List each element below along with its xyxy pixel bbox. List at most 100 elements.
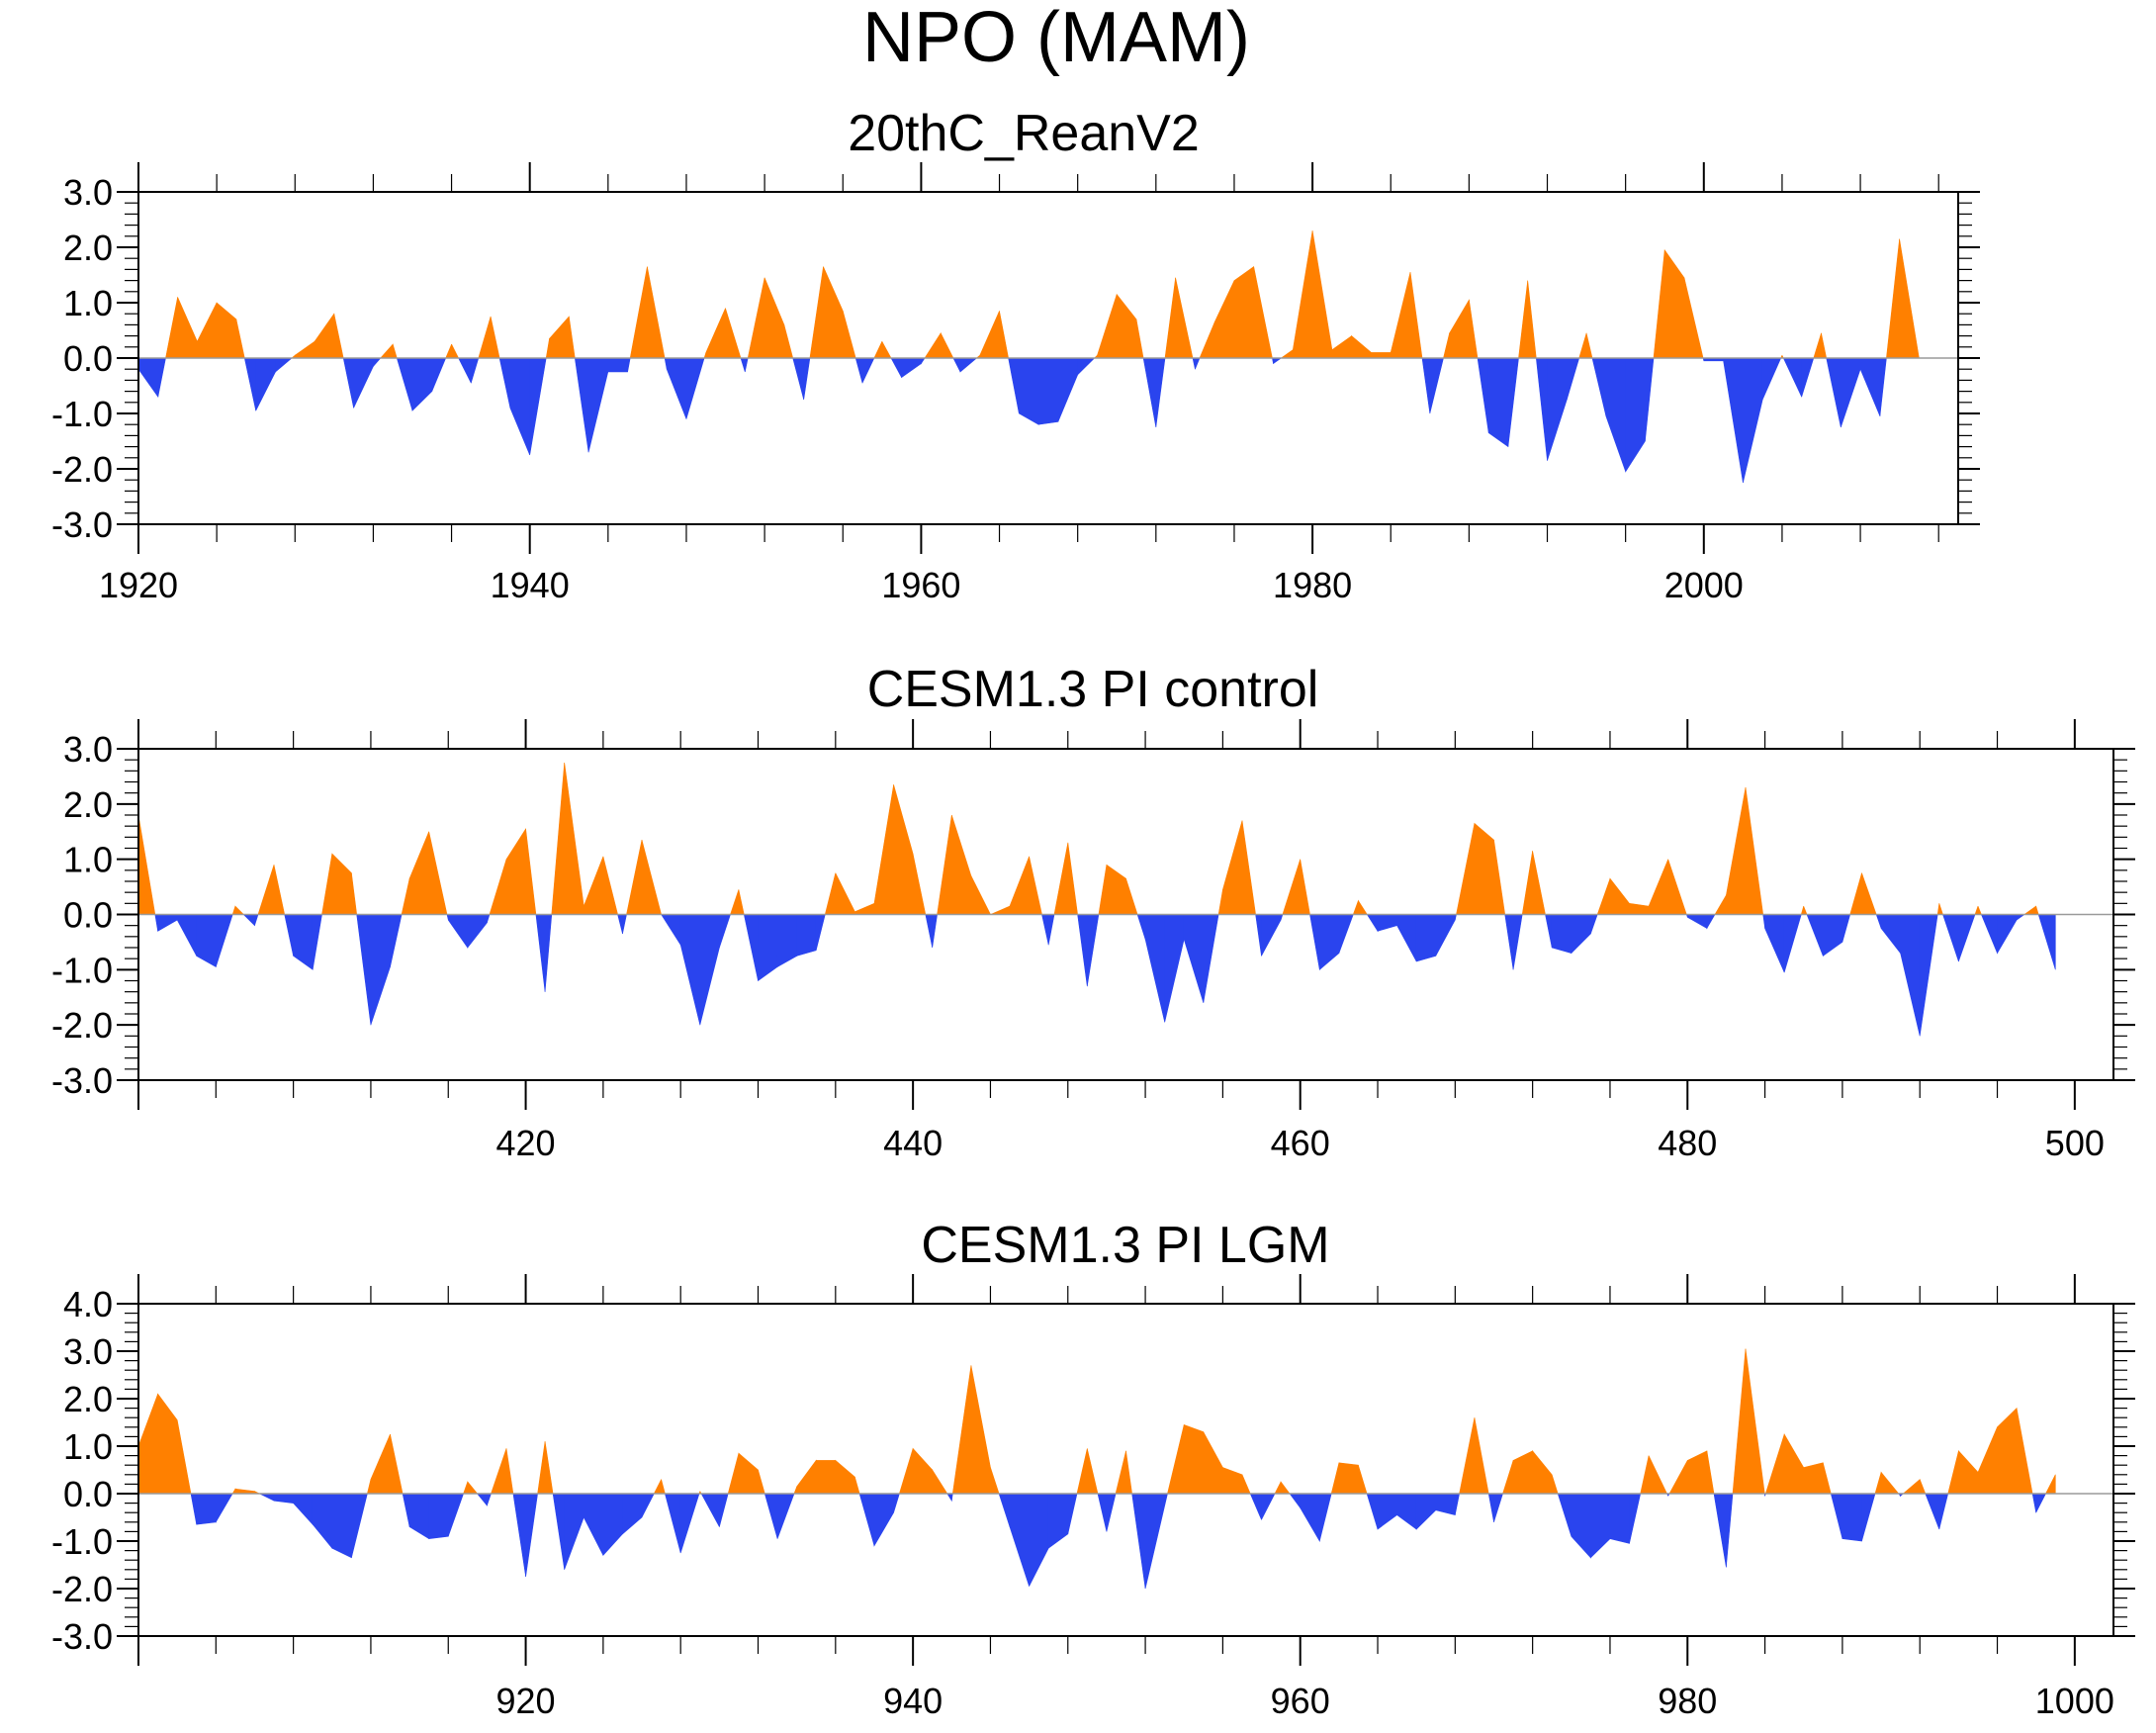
- negative-anomaly-area: [664, 357, 668, 370]
- negative-anomaly-area: [1249, 1493, 1262, 1520]
- negative-anomaly-area: [1545, 914, 1553, 949]
- positive-anomaly-area: [1222, 1467, 1243, 1495]
- negative-anomaly-area: [458, 357, 472, 384]
- positive-anomaly-area: [549, 316, 570, 359]
- negative-anomaly-area: [950, 1493, 953, 1502]
- positive-anomaly-area: [873, 341, 883, 359]
- positive-anomaly-area: [1282, 859, 1301, 915]
- positive-anomaly-area: [1253, 266, 1273, 359]
- negative-anomaly-area: [617, 914, 623, 935]
- negative-anomaly-area: [1879, 357, 1887, 416]
- positive-anomaly-area: [1609, 877, 1630, 915]
- negative-anomaly-area: [1706, 914, 1716, 930]
- positive-anomaly-area: [1532, 1449, 1553, 1495]
- x-tick-label: 1980: [1273, 565, 1352, 605]
- negative-anomaly-area: [1057, 357, 1078, 422]
- positive-anomaly-area: [823, 266, 844, 359]
- positive-anomaly-area: [1997, 1407, 2018, 1495]
- negative-anomaly-area: [1164, 914, 1185, 1023]
- positive-anomaly-area: [1371, 352, 1392, 359]
- y-tick-label: 2.0: [63, 784, 113, 825]
- negative-anomaly-area: [719, 1493, 729, 1527]
- negative-anomaly-area: [1493, 1493, 1503, 1522]
- negative-anomaly-area: [1131, 1493, 1146, 1590]
- positive-anomaly-area: [257, 865, 275, 915]
- positive-anomaly-area: [408, 831, 430, 915]
- positive-anomaly-area: [1213, 280, 1235, 359]
- positive-anomaly-area: [725, 308, 742, 359]
- negative-anomaly-area: [627, 357, 631, 373]
- positive-anomaly-area: [177, 297, 198, 359]
- positive-anomaly-area: [1076, 1448, 1088, 1495]
- negative-anomaly-area: [1183, 914, 1205, 1003]
- positive-anomaly-area: [951, 1365, 972, 1495]
- negative-anomaly-area: [1280, 914, 1284, 921]
- negative-anomaly-area: [1009, 1493, 1030, 1587]
- positive-anomaly-area: [1596, 878, 1611, 915]
- negative-anomaly-area: [1605, 357, 1626, 472]
- positive-anomaly-area: [705, 308, 726, 359]
- negative-anomaly-area: [1823, 914, 1843, 957]
- positive-anomaly-area: [1469, 300, 1479, 359]
- x-tick-label: 460: [1271, 1123, 1330, 1163]
- negative-anomaly-area: [1192, 357, 1196, 370]
- negative-anomaly-area: [901, 357, 922, 379]
- positive-anomaly-area: [932, 1468, 948, 1495]
- positive-anomaly-area: [1222, 820, 1243, 915]
- positive-anomaly-area: [1849, 872, 1862, 915]
- negative-anomaly-area: [1557, 1493, 1572, 1537]
- positive-anomaly-area: [157, 1393, 178, 1495]
- positive-anomaly-area: [1241, 820, 1256, 915]
- negative-anomaly-area: [535, 914, 546, 992]
- positive-anomaly-area: [835, 872, 855, 915]
- x-tick-label: 1940: [491, 565, 570, 605]
- negative-anomaly-area: [583, 1493, 604, 1556]
- positive-anomaly-area: [1687, 1450, 1708, 1495]
- negative-anomaly-area: [1415, 1493, 1437, 1530]
- positive-anomaly-area: [1203, 1431, 1223, 1495]
- y-tick-label: -3.0: [51, 1060, 113, 1101]
- negative-anomaly-area: [641, 1493, 655, 1518]
- panel-cesm-pi-lgm: CESM1.3 PI LGM 4.0 3.0 2.0 1.0 0.0 -1.0 -2.0 -3…: [51, 1217, 2135, 1721]
- positive-anomaly-area: [1800, 906, 1804, 915]
- negative-anomaly-area: [743, 914, 759, 981]
- negative-anomaly-area: [1029, 1493, 1049, 1587]
- positive-anomaly-area: [234, 905, 245, 915]
- negative-anomaly-area: [1687, 914, 1708, 930]
- negative-anomaly-area: [1097, 1493, 1108, 1532]
- negative-anomaly-area: [1609, 1493, 1630, 1544]
- negative-anomaly-area: [1958, 914, 1976, 962]
- positive-anomaly-area: [478, 316, 492, 359]
- negative-anomaly-area: [487, 914, 491, 923]
- positive-anomaly-area: [583, 856, 604, 915]
- positive-anomaly-area: [854, 902, 875, 915]
- negative-anomaly-area: [700, 1493, 720, 1527]
- positive-anomaly-area: [137, 1394, 158, 1495]
- negative-anomaly-area: [1455, 1493, 1460, 1515]
- negative-anomaly-area: [512, 1493, 526, 1578]
- negative-anomaly-area: [254, 914, 259, 926]
- positive-anomaly-area: [1958, 1450, 1979, 1495]
- negative-anomaly-area: [803, 357, 811, 401]
- negative-anomaly-area: [470, 357, 480, 384]
- positive-anomaly-area: [294, 340, 315, 359]
- positive-anomaly-area: [854, 1477, 860, 1495]
- positive-anomaly-area: [1977, 1426, 1998, 1495]
- negative-anomaly-area: [666, 357, 687, 419]
- x-tick-label: 420: [496, 1123, 556, 1163]
- positive-anomaly-area: [351, 872, 358, 915]
- negative-anomaly-area: [602, 1493, 623, 1557]
- negative-anomaly-area: [1900, 914, 1921, 1037]
- positive-anomaly-area: [333, 314, 344, 359]
- positive-anomaly-area: [1233, 266, 1254, 359]
- negative-anomaly-area: [312, 1493, 333, 1550]
- positive-anomaly-area: [491, 1448, 507, 1495]
- negative-anomaly-area: [1830, 1493, 1843, 1539]
- positive-anomaly-area: [1474, 1417, 1489, 1495]
- negative-anomaly-area: [1435, 914, 1456, 957]
- negative-anomaly-area: [679, 1493, 700, 1554]
- positive-anomaly-area: [1714, 893, 1727, 915]
- negative-anomaly-area: [1195, 357, 1201, 370]
- positive-anomaly-area: [1338, 1462, 1359, 1495]
- positive-anomaly-area: [1280, 1481, 1291, 1495]
